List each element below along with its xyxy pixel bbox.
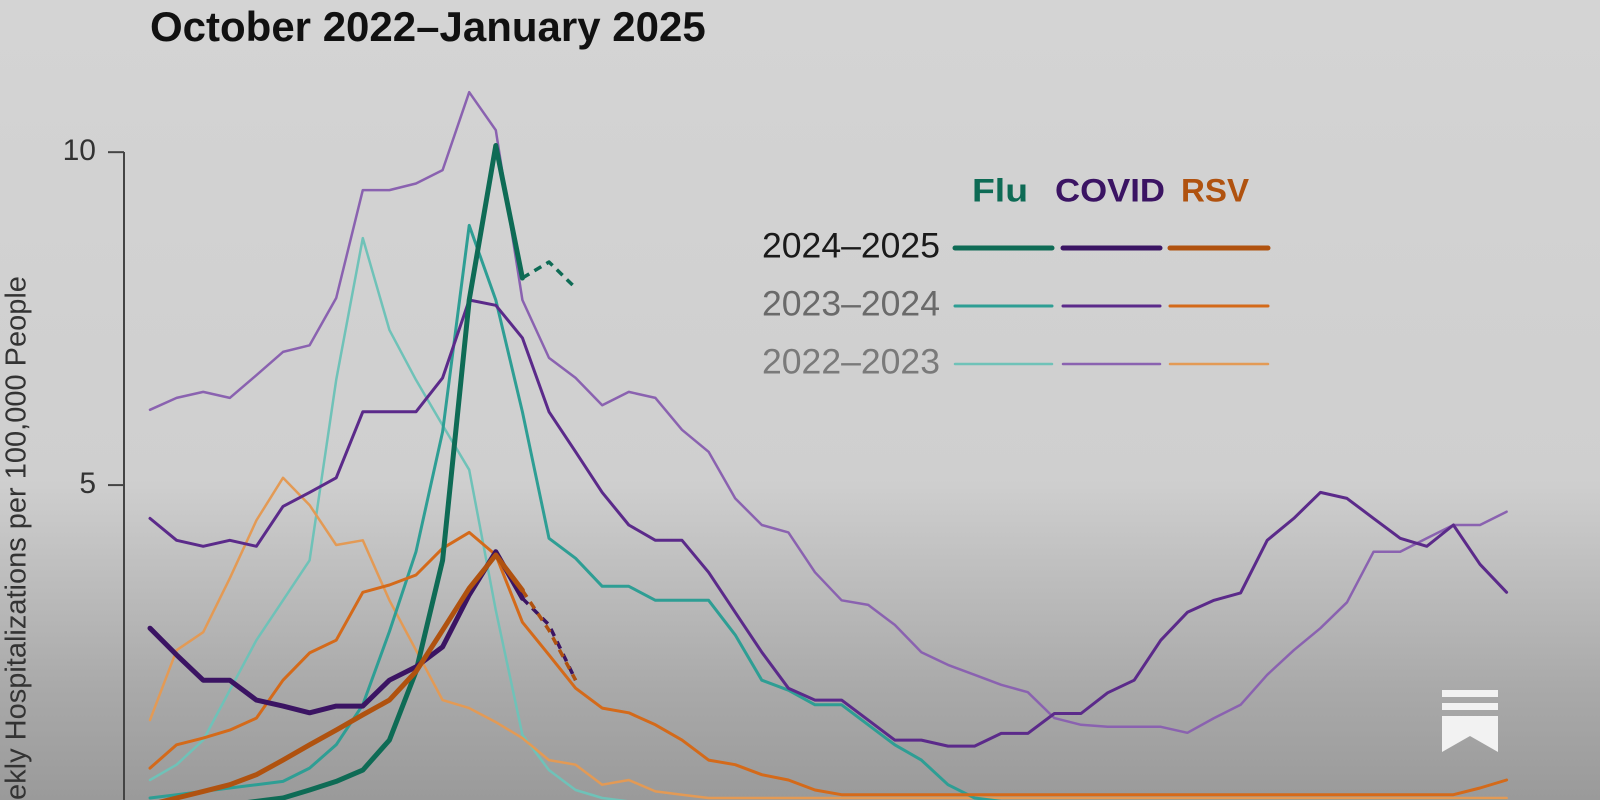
bookmark-icon xyxy=(1442,690,1498,752)
legend-header: COVID xyxy=(1055,172,1165,208)
line-series xyxy=(148,90,1508,735)
legend-header: Flu xyxy=(972,172,1028,208)
line-series xyxy=(148,236,628,800)
legend-label: 2022–2023 xyxy=(762,342,940,381)
legend-label: 2023–2024 xyxy=(762,284,940,323)
y-tick-label: 5 xyxy=(79,467,96,500)
legend-label: 2024–2025 xyxy=(762,226,940,265)
line-series xyxy=(247,143,525,800)
y-axis-label: ekly Hospitalizations per 100,000 People xyxy=(1,276,33,800)
line-series xyxy=(148,476,1508,800)
line-series xyxy=(148,298,1509,748)
line-series xyxy=(158,552,525,800)
line-series-preliminary xyxy=(521,260,577,290)
y-tick-label: 10 xyxy=(63,134,96,167)
line-series xyxy=(148,530,1509,797)
line-series xyxy=(148,223,1508,800)
line-series xyxy=(147,549,525,716)
chart-title: October 2022–January 2025 xyxy=(150,3,706,50)
legend-header: RSV xyxy=(1181,172,1250,208)
line-series-preliminary xyxy=(520,589,578,682)
